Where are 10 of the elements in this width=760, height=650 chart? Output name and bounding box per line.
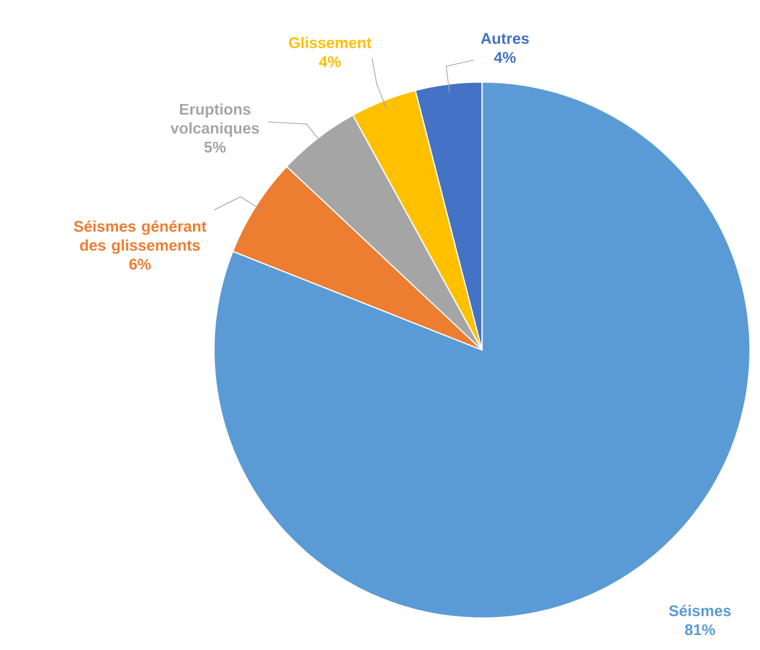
- data-label: 81%: [685, 624, 716, 636]
- slice-label: Séismes: [669, 604, 731, 616]
- slice-label: Autres: [480, 33, 529, 44]
- data-label: 4%: [494, 52, 516, 63]
- data-label: 5%: [204, 142, 226, 153]
- data-label: 6%: [129, 258, 151, 270]
- slice-label: Glissement: [289, 36, 372, 48]
- slice-label: Séismes générant des glissements: [74, 220, 206, 254]
- slice-label: Eruptions volcaniques: [170, 103, 259, 137]
- data-label: 4%: [319, 56, 341, 68]
